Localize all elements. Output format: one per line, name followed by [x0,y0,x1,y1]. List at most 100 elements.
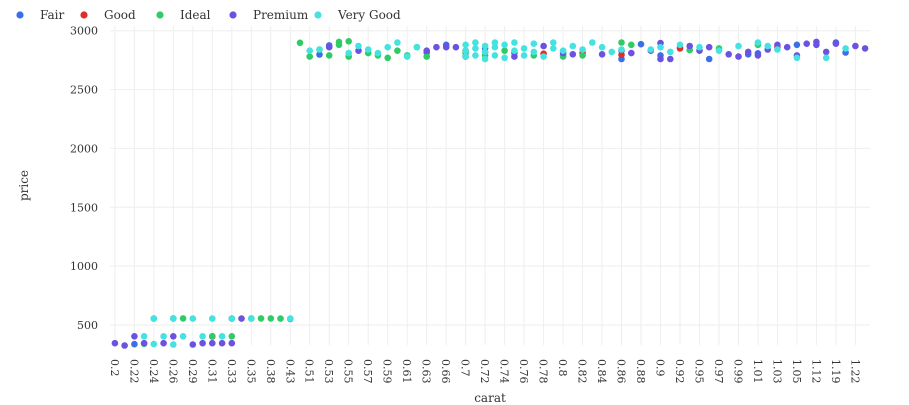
data-point[interactable] [170,315,177,322]
data-point[interactable] [462,47,469,54]
data-point[interactable] [725,51,732,58]
data-point[interactable] [384,54,392,62]
data-point[interactable] [647,46,655,53]
data-point[interactable] [491,43,499,51]
legend-item[interactable]: Ideal [156,8,211,22]
data-point[interactable] [481,55,489,63]
data-point[interactable] [170,333,177,340]
data-point[interactable] [238,315,245,322]
data-point[interactable] [150,340,158,348]
data-point[interactable] [423,47,431,54]
data-point[interactable] [520,52,528,59]
data-point[interactable] [618,39,625,46]
data-point[interactable] [696,43,703,51]
data-point[interactable] [793,54,801,62]
data-point[interactable] [842,45,849,52]
data-point[interactable] [705,43,713,51]
data-point[interactable] [316,46,323,53]
data-point[interactable] [579,52,586,59]
data-point[interactable] [472,39,479,46]
data-point[interactable] [540,42,547,50]
data-point[interactable] [813,38,820,46]
data-point[interactable] [744,48,752,56]
data-point[interactable] [511,47,518,54]
legend-item[interactable]: Premium [229,8,309,22]
data-point[interactable] [735,53,742,60]
data-point[interactable] [111,339,119,347]
data-point[interactable] [277,315,284,322]
data-point[interactable] [160,333,167,340]
data-point[interactable] [442,43,450,51]
data-point[interactable] [287,315,294,322]
data-point[interactable] [520,45,528,52]
data-point[interactable] [481,42,489,50]
data-point[interactable] [150,315,158,322]
data-point[interactable] [598,51,606,58]
data-point[interactable] [803,40,810,47]
data-point[interactable] [530,40,538,47]
data-point[interactable] [754,39,762,46]
legend-item[interactable]: Fair [16,8,65,22]
data-point[interactable] [189,341,197,348]
data-point[interactable] [657,43,664,51]
data-point[interactable] [228,339,236,347]
data-point[interactable] [511,53,518,60]
data-point[interactable] [267,315,275,322]
data-point[interactable] [364,46,372,53]
data-point[interactable] [257,315,265,322]
data-point[interactable] [735,42,742,50]
data-point[interactable] [228,333,236,340]
data-point[interactable] [374,49,382,57]
data-point[interactable] [179,333,187,340]
data-point[interactable] [618,51,625,59]
data-point[interactable] [569,42,577,50]
data-point[interactable] [218,339,226,347]
data-point[interactable] [140,339,148,347]
legend-item[interactable]: Good [80,8,136,22]
data-point[interactable] [394,47,401,54]
data-point[interactable] [472,52,479,59]
data-point[interactable] [355,47,362,54]
data-point[interactable] [316,51,323,58]
data-point[interactable] [852,42,859,50]
data-point[interactable] [530,48,538,56]
data-point[interactable] [822,54,830,62]
data-point[interactable] [218,333,226,340]
data-point[interactable] [715,47,723,54]
data-point[interactable] [170,341,177,348]
legend-item[interactable]: Very Good [314,8,401,22]
data-point[interactable] [550,45,557,52]
data-point[interactable] [121,342,128,349]
data-point[interactable] [667,55,674,63]
data-point[interactable] [199,333,206,340]
data-point[interactable] [384,43,392,51]
data-point[interactable] [511,39,518,46]
data-point[interactable] [394,39,401,46]
data-point[interactable] [793,41,801,49]
data-point[interactable] [705,55,713,63]
data-point[interactable] [131,333,138,340]
data-point[interactable] [403,53,411,60]
data-point[interactable] [686,42,693,50]
data-point[interactable] [140,333,148,340]
data-point[interactable] [540,53,547,60]
data-point[interactable] [783,43,791,51]
data-point[interactable] [452,43,460,51]
data-point[interactable] [413,43,421,51]
data-point[interactable] [131,340,138,348]
data-point[interactable] [579,46,586,53]
data-point[interactable] [179,315,187,322]
data-point[interactable] [774,41,781,49]
data-point[interactable] [160,339,167,347]
data-point[interactable] [433,43,440,51]
data-point[interactable] [774,46,781,53]
data-point[interactable] [637,40,645,48]
data-point[interactable] [355,42,362,50]
data-point[interactable] [189,315,197,322]
data-point[interactable] [754,52,762,59]
data-point[interactable] [764,42,771,50]
data-point[interactable] [228,315,236,322]
data-point[interactable] [345,38,353,45]
data-point[interactable] [667,48,674,56]
data-point[interactable] [306,53,314,60]
